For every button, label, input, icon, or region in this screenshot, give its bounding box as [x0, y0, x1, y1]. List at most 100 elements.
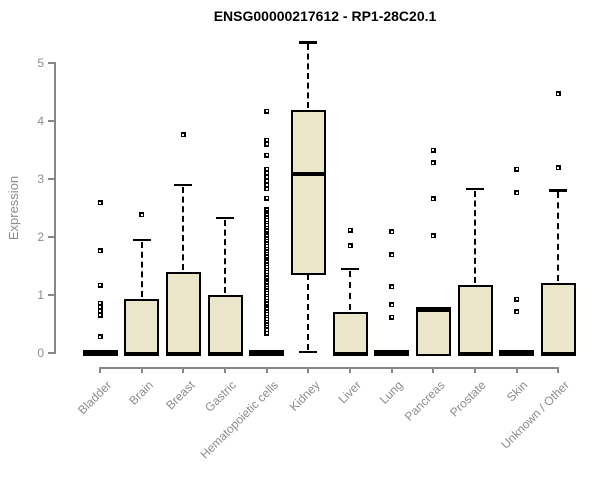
- y-tick-label: 5: [37, 56, 44, 70]
- x-axis-tick: [265, 367, 268, 373]
- x-tick-label-liver: Liver: [335, 378, 364, 407]
- upper-whisker-cap: [466, 187, 485, 191]
- outlier-point: [430, 147, 436, 153]
- outlier-point: [264, 243, 270, 249]
- median-line: [415, 307, 451, 312]
- outlier-point: [430, 233, 436, 239]
- box-breast: [165, 271, 201, 356]
- upper-whisker-cap: [174, 183, 193, 187]
- upper-whisker: [140, 241, 143, 298]
- outlier-point: [430, 160, 436, 166]
- x-tick-label-bladder: Bladder: [74, 378, 114, 418]
- outlier-point: [97, 304, 103, 310]
- median-line: [540, 352, 576, 356]
- upper-whisker: [182, 186, 185, 270]
- y-axis-tick: [48, 236, 54, 238]
- collapsed-box-skin: [499, 350, 535, 356]
- outlier-point: [264, 108, 270, 114]
- outlier-point: [264, 170, 270, 176]
- y-tick-label: 4: [37, 114, 44, 128]
- outlier-point: [264, 178, 270, 184]
- outlier-point: [264, 141, 270, 147]
- outlier-point: [264, 222, 270, 228]
- outlier-point: [514, 296, 520, 302]
- upper-whisker-cap: [341, 267, 360, 271]
- outlier-point: [389, 314, 395, 320]
- upper-whisker: [349, 270, 352, 311]
- outlier-point: [97, 200, 103, 206]
- box-brain: [124, 299, 160, 356]
- outlier-point: [264, 186, 270, 192]
- outlier-point: [389, 229, 395, 235]
- outlier-point: [264, 306, 270, 312]
- x-axis-tick: [307, 367, 310, 373]
- outlier-point: [264, 330, 270, 336]
- x-tick-label-hematopoietic-cells: Hematopoietic cells: [197, 378, 281, 462]
- outlier-point: [264, 259, 270, 265]
- box-gastric: [207, 295, 243, 356]
- outlier-point: [97, 334, 103, 340]
- x-axis-tick: [224, 367, 226, 373]
- x-axis-tick: [432, 367, 435, 373]
- outlier-point: [264, 166, 270, 172]
- x-axis-tick: [557, 367, 560, 373]
- outlier-point: [264, 254, 270, 260]
- outlier-point: [97, 312, 103, 318]
- outlier-point: [514, 166, 520, 172]
- upper-whisker-cap: [216, 216, 234, 220]
- outlier-point: [264, 285, 270, 291]
- x-axis: [99, 367, 559, 369]
- outlier-point: [555, 91, 561, 97]
- y-axis-tick: [48, 120, 54, 122]
- y-axis: [54, 62, 56, 354]
- outlier-point: [264, 212, 270, 218]
- x-axis-tick: [182, 367, 185, 373]
- lower-whisker-cap: [299, 350, 318, 354]
- x-tick-label-gastric: Gastric: [202, 378, 239, 415]
- upper-whisker-cap: [299, 41, 318, 44]
- upper-whisker: [474, 190, 477, 284]
- median-line: [290, 172, 326, 177]
- x-axis-tick: [99, 367, 101, 373]
- y-axis-tick: [48, 352, 54, 354]
- outlier-point: [264, 269, 270, 275]
- outlier-point: [264, 182, 270, 188]
- x-tick-label-brain: Brain: [125, 378, 156, 408]
- outlier-point: [264, 137, 270, 143]
- upper-whisker-cap: [132, 238, 151, 242]
- outlier-point: [97, 300, 103, 306]
- upper-whisker: [307, 44, 310, 108]
- outlier-point: [430, 196, 436, 202]
- x-tick-label-prostate: Prostate: [447, 378, 489, 420]
- median-line: [457, 352, 493, 356]
- outlier-point: [264, 301, 270, 307]
- outlier-point: [264, 280, 270, 286]
- x-axis-tick: [349, 367, 352, 373]
- median-line: [165, 352, 201, 356]
- upper-whisker: [557, 192, 560, 281]
- outlier-point: [264, 311, 270, 317]
- x-axis-tick: [515, 367, 518, 373]
- collapsed-box-bladder: [82, 350, 118, 356]
- outlier-point: [264, 327, 270, 333]
- outlier-point: [264, 152, 270, 158]
- outlier-point: [264, 316, 270, 322]
- y-tick-label: 2: [37, 230, 44, 244]
- box-kidney: [290, 109, 326, 275]
- outlier-point: [555, 165, 561, 171]
- x-tick-label-pancreas: Pancreas: [401, 378, 448, 424]
- upper-whisker-cap: [549, 189, 568, 192]
- y-axis-tick: [48, 178, 54, 180]
- outlier-point: [264, 174, 270, 180]
- outlier-point: [264, 290, 270, 296]
- x-tick-label-skin: Skin: [504, 378, 531, 405]
- outlier-point: [97, 308, 103, 314]
- outlier-point: [264, 249, 270, 254]
- box-pancreas: [415, 306, 451, 356]
- outlier-point: [264, 295, 270, 301]
- collapsed-box-lung: [374, 350, 410, 356]
- outlier-point: [347, 243, 353, 249]
- box-liver: [332, 312, 368, 356]
